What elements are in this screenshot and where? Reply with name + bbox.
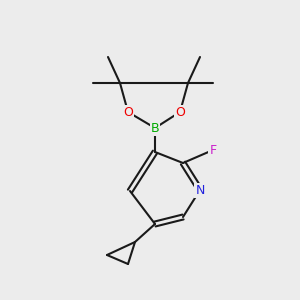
Text: O: O [123,106,133,118]
Text: N: N [195,184,205,196]
Text: O: O [175,106,185,118]
Text: F: F [209,143,217,157]
Text: B: B [151,122,159,134]
